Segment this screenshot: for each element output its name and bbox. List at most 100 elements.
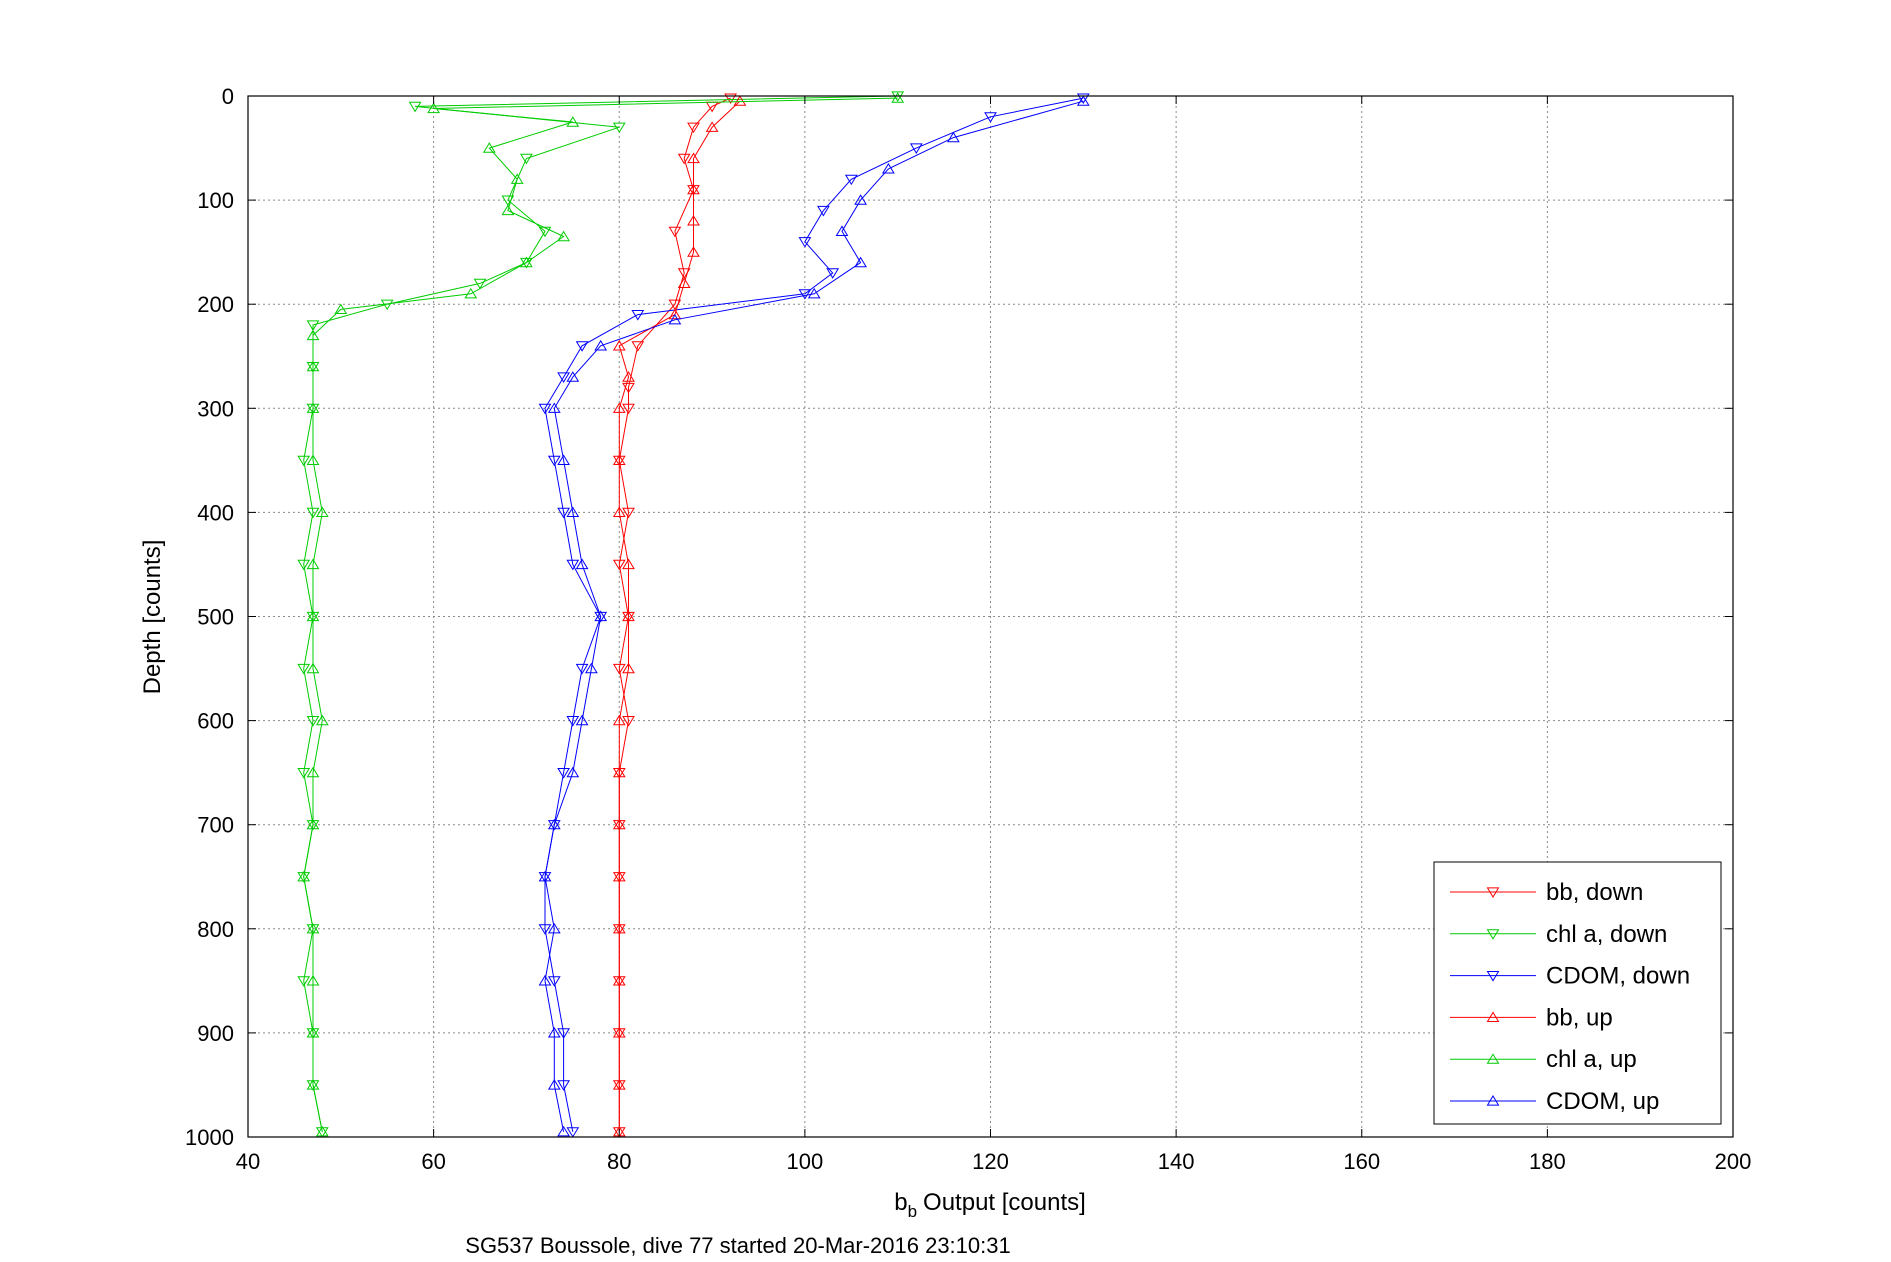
data-point-cdom-down xyxy=(566,716,580,727)
data-point-cdom-down xyxy=(538,924,552,935)
data-point-cdom-up xyxy=(547,818,561,830)
y-tick-label: 800 xyxy=(197,917,234,942)
ticks: 40 60 80 100 120 140 160 180 200 0 100 200 300 400 500… xyxy=(185,84,1751,1174)
legend-swatch-marker xyxy=(1486,1011,1500,1022)
data-point-cdom-up xyxy=(835,225,849,236)
data-point-chl-a-down xyxy=(297,976,311,987)
y-tick-label: 200 xyxy=(197,292,234,317)
y-tick-label: 500 xyxy=(197,605,234,630)
data-point-chl-a-up xyxy=(306,974,320,986)
y-tick-label: 900 xyxy=(197,1021,234,1046)
data-point-chl-a-up xyxy=(427,102,440,114)
data-point-bb-up xyxy=(668,308,682,320)
y-tick-label: 100 xyxy=(197,188,234,213)
data-point-bb-up xyxy=(612,402,626,413)
data-point-bb-up xyxy=(622,371,635,382)
data-point-bb-down xyxy=(668,226,682,238)
caption: SG537 Boussole, dive 77 started 20-Mar-2… xyxy=(465,1233,1010,1258)
y-tick-label: 600 xyxy=(197,709,234,734)
data-point-cdom-down xyxy=(557,372,570,383)
data-point-chl-a-down xyxy=(306,320,320,331)
data-point-cdom-up xyxy=(557,1125,570,1137)
data-point-cdom-down xyxy=(909,143,923,154)
data-point-cdom-up xyxy=(575,558,589,570)
data-point-cdom-up xyxy=(566,506,580,517)
data-point-bb-down xyxy=(612,559,626,571)
data-point-cdom-up xyxy=(566,766,580,778)
data-point-cdom-down xyxy=(798,289,812,300)
data-point-bb-up xyxy=(622,558,635,570)
data-point-bb-up xyxy=(612,714,626,726)
x-tick-label: 80 xyxy=(607,1149,631,1174)
series-line-chl-a-up xyxy=(303,97,898,1132)
data-point-bb-up xyxy=(705,121,719,132)
data-point-bb-up xyxy=(612,339,626,351)
data-point-cdom-down xyxy=(631,310,645,321)
data-point-cdom-up xyxy=(807,287,821,299)
legend-swatch-marker xyxy=(1486,929,1500,940)
data-point-cdom-down xyxy=(547,455,561,467)
data-point-chl-a-up xyxy=(306,454,320,465)
data-point-bb-up xyxy=(622,662,635,674)
data-point-cdom-down xyxy=(575,663,589,675)
data-point-bb-down xyxy=(724,93,737,104)
data-point-cdom-up xyxy=(1076,95,1090,106)
data-point-cdom-up xyxy=(854,256,867,268)
data-point-chl-a-up xyxy=(306,329,320,341)
data-point-cdom-down xyxy=(844,174,858,186)
data-point-chl-a-up xyxy=(501,204,515,216)
data-point-chl-a-up xyxy=(464,287,478,299)
data-point-bb-up xyxy=(687,183,700,195)
data-point-bb-down xyxy=(622,507,635,519)
data-point-bb-up xyxy=(677,277,691,288)
data-point-chl-a-down xyxy=(520,153,533,165)
data-point-bb-down xyxy=(631,341,645,352)
data-point-cdom-down xyxy=(575,341,589,352)
data-point-cdom-up xyxy=(538,974,552,986)
data-point-chl-a-down xyxy=(297,768,311,779)
data-point-cdom-down xyxy=(1076,93,1090,104)
legend-label: chl a, down xyxy=(1546,921,1667,948)
data-point-cdom-up xyxy=(547,1079,561,1090)
data-point-chl-a-down xyxy=(538,226,552,238)
data-point-cdom-down xyxy=(557,1080,570,1091)
data-point-chl-a-down xyxy=(297,455,311,467)
data-point-bb-down xyxy=(622,716,635,727)
data-point-chl-a-up xyxy=(306,558,320,570)
data-point-chl-a-down xyxy=(408,101,422,113)
data-point-chl-a-up xyxy=(306,922,320,934)
data-point-cdom-up xyxy=(547,1027,561,1038)
data-point-chl-a-down xyxy=(297,559,311,571)
data-point-chl-a-down xyxy=(297,663,311,675)
legend-label: CDOM, down xyxy=(1546,963,1690,990)
x-tick-label: 120 xyxy=(972,1149,1009,1174)
y-axis-label: Depth [counts] xyxy=(139,540,166,695)
data-point-chl-a-up xyxy=(306,360,320,372)
y-tick-label: 1000 xyxy=(185,1125,234,1150)
data-point-cdom-up xyxy=(947,131,960,143)
data-point-bb-up xyxy=(687,215,700,226)
data-point-cdom-up xyxy=(538,870,552,882)
series-line-bb-up xyxy=(618,100,741,1132)
x-tick-label: 200 xyxy=(1715,1149,1752,1174)
data-point-bb-up xyxy=(612,922,626,934)
data-point-chl-a-up xyxy=(306,662,320,674)
x-tick-label: 100 xyxy=(787,1149,824,1174)
data-point-cdom-down xyxy=(798,237,812,248)
data-point-cdom-up xyxy=(566,371,580,382)
data-point-bb-down xyxy=(687,122,700,134)
data-point-bb-up xyxy=(687,246,700,257)
data-point-chl-a-up xyxy=(315,506,329,517)
x-axis-label-symbol: b xyxy=(894,1189,907,1216)
data-point-chl-a-up xyxy=(306,1027,320,1038)
legend-box xyxy=(1433,861,1722,1125)
data-point-bb-up xyxy=(612,974,626,986)
y-tick-label: 0 xyxy=(222,84,234,109)
x-tick-label: 60 xyxy=(421,1149,445,1174)
data-point-cdom-up xyxy=(557,454,570,465)
data-point-cdom-up xyxy=(547,922,561,934)
legend-swatch-marker xyxy=(1486,1095,1500,1106)
data-point-cdom-down xyxy=(538,403,552,415)
data-point-chl-a-down xyxy=(612,122,626,134)
x-tick-label: 160 xyxy=(1343,1149,1380,1174)
